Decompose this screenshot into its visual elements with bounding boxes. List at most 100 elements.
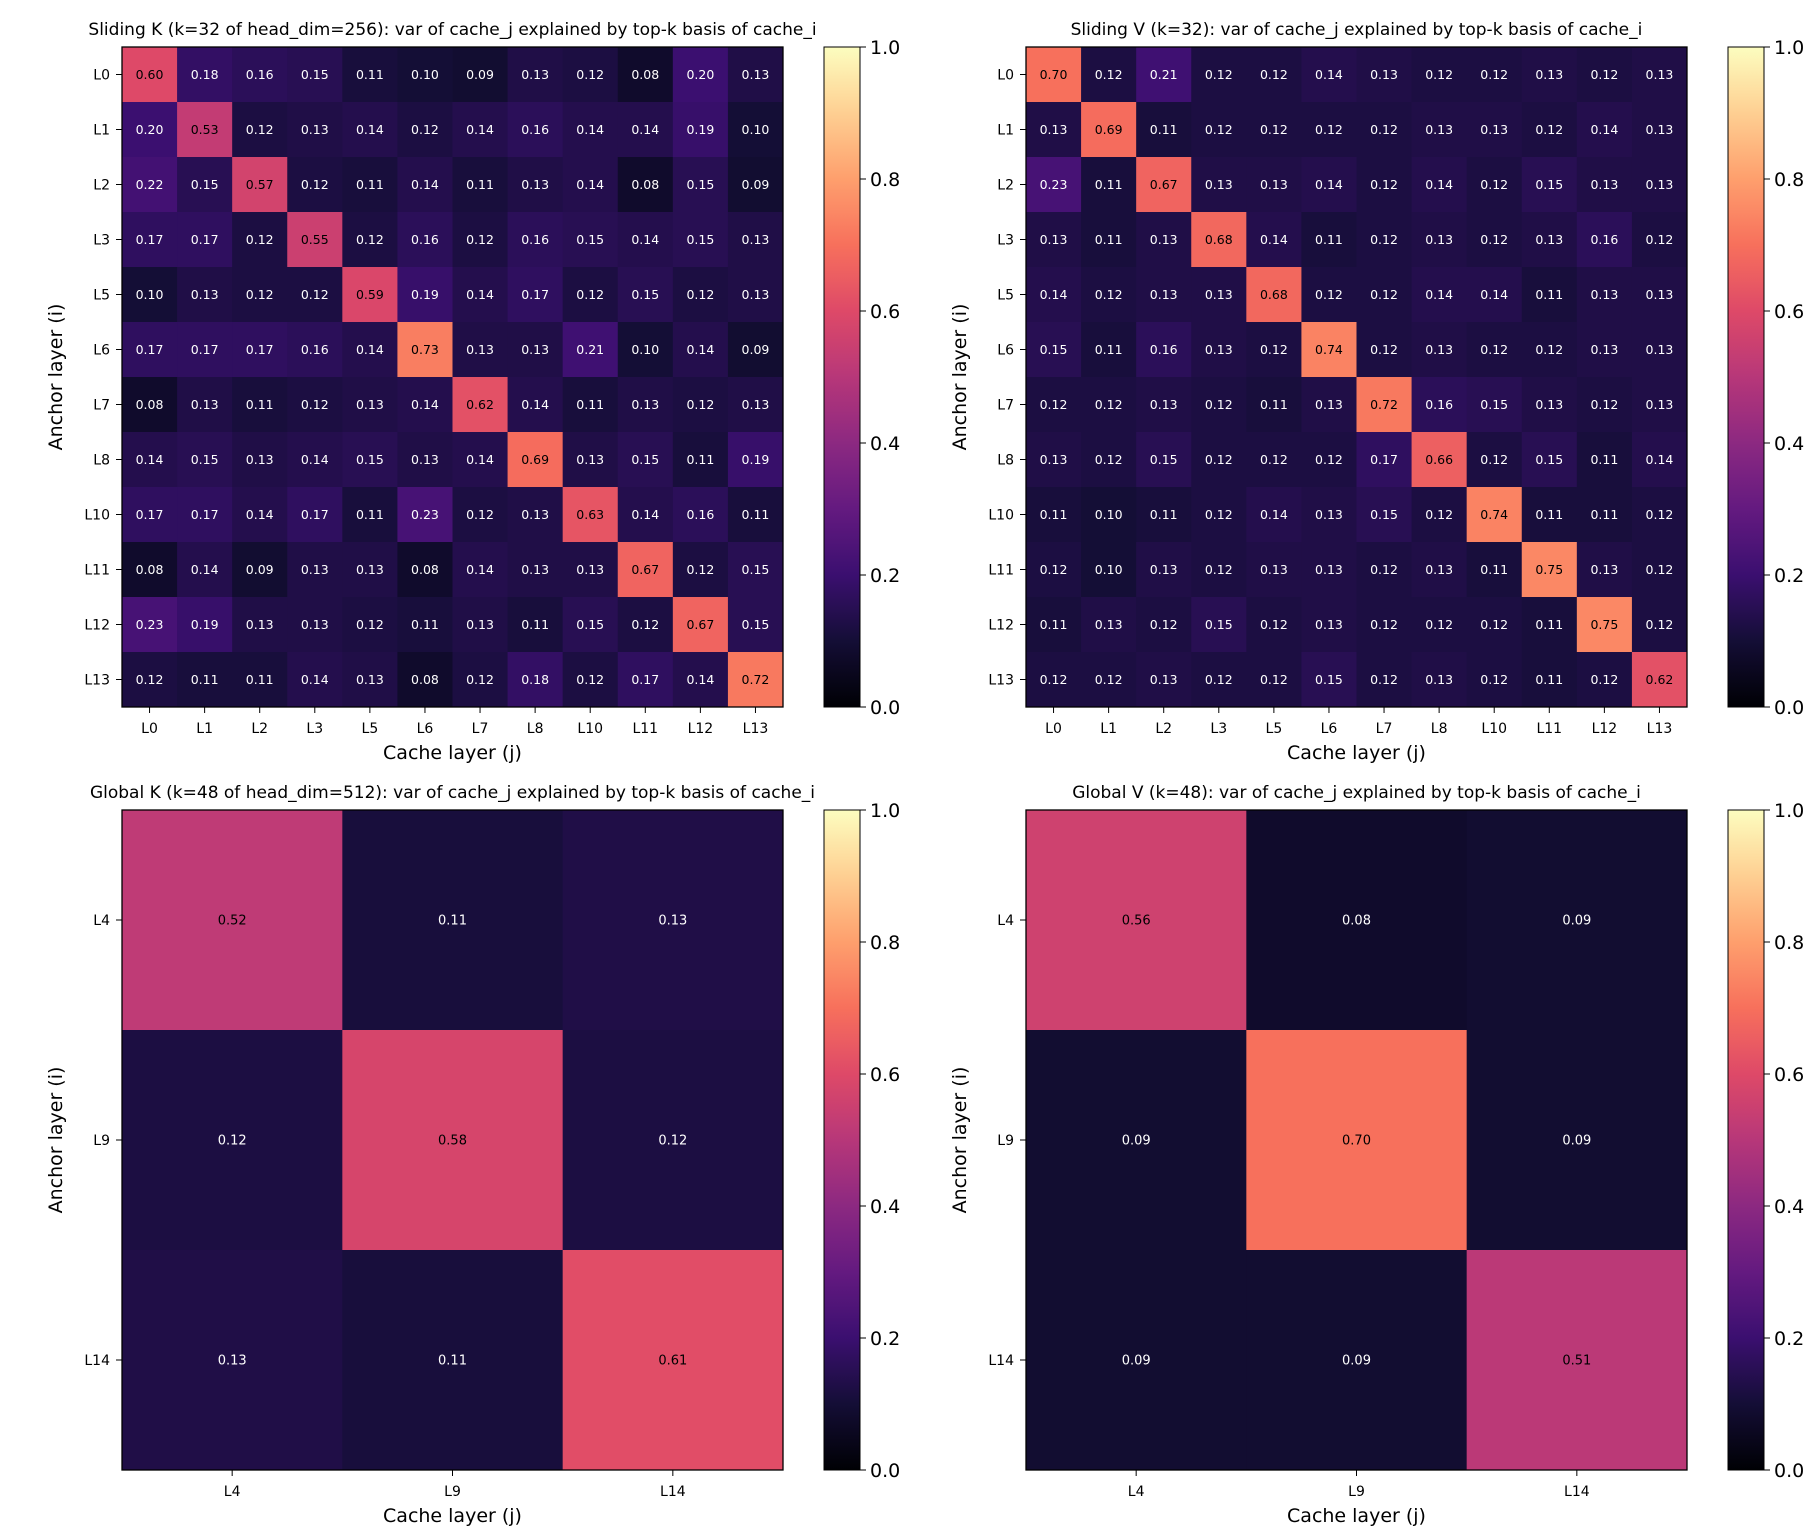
heatmap-cell [452,652,509,708]
cell-value-label: 0.12 [576,287,604,302]
heatmap-cell [122,267,178,323]
cell-value-label: 0.13 [1646,397,1674,412]
colorbar-tick-label: 0.8 [870,169,900,191]
heatmap-cell [562,102,619,158]
cell-value-label: 0.13 [1315,617,1343,632]
cell-value-label: 0.73 [411,342,439,357]
heatmap-cell [122,652,178,708]
cell-value-label: 0.11 [466,177,494,192]
cell-value-label: 0.15 [301,67,329,82]
heatmap-cell [727,267,784,323]
cell-value-label: 0.14 [576,122,604,137]
heatmap-cell [1356,322,1413,378]
cell-value-label: 0.12 [1205,507,1233,522]
cell-value-label: 0.08 [1342,914,1371,929]
heatmap-cell [287,597,343,653]
cell-value-label: 0.14 [1315,67,1343,82]
cell-value-label: 0.16 [246,67,274,82]
cell-value-label: 0.13 [521,342,549,357]
cell-value-label: 0.13 [411,452,439,467]
cell-value-label: 0.72 [742,672,770,687]
heatmap-cell [1631,542,1688,598]
heatmap-cell [1521,487,1578,543]
heatmap-cell [397,652,453,708]
heatmap-cell [1026,597,1082,653]
cell-value-label: 0.12 [356,232,384,247]
colorbar-tick-label: 0.0 [870,697,900,719]
colorbar-tick-label: 0.8 [870,932,900,954]
heatmap-cell [727,542,784,598]
colorbar-tick-label: 0.6 [870,301,900,323]
y-tick-label: L8 [997,453,1014,469]
cell-value-label: 0.12 [246,122,274,137]
cell-value-label: 0.12 [1646,562,1674,577]
cell-value-label: 0.13 [1040,232,1068,247]
heatmap-cell [1191,267,1247,323]
cell-value-label: 0.17 [301,507,329,522]
cell-value-label: 0.20 [136,122,164,137]
heatmap-cell [562,1250,784,1471]
cell-value-label: 0.08 [136,562,164,577]
cell-value-label: 0.14 [686,672,714,687]
cell-value-label: 0.75 [1590,617,1618,632]
heatmap-cell [342,432,398,488]
heatmap-cell [122,1030,343,1251]
cell-value-label: 0.14 [411,397,439,412]
cell-value-label: 0.12 [356,617,384,632]
colorbar-tick-label: 0.8 [1774,169,1804,191]
heatmap-cell [1136,487,1192,543]
heatmap-cell [1301,652,1357,708]
heatmap-cell [1576,487,1633,543]
cell-value-label: 0.13 [1425,562,1453,577]
cell-value-label: 0.10 [411,67,439,82]
cell-value-label: 0.23 [136,617,164,632]
heatmap-cell [397,377,453,433]
heatmap-cell [1466,377,1523,433]
heatmap-cell [1356,597,1413,653]
cell-value-label: 0.12 [1646,232,1674,247]
chart-title: Sliding K (k=32 of head_dim=256): var of… [88,20,816,40]
y-tick-label: L7 [997,398,1014,414]
y-tick-label: L14 [988,1353,1014,1369]
cell-value-label: 0.13 [576,452,604,467]
x-axis-label: Cache layer (j) [1287,1505,1426,1527]
heatmap-cell [617,322,674,378]
heatmap-cell [672,432,729,488]
heatmap-cell [1521,542,1578,598]
heatmap-cell [507,47,564,103]
heatmap-cell [177,432,233,488]
cell-value-label: 0.12 [1095,287,1123,302]
heatmap-cell [1631,652,1688,708]
heatmap-cell [342,157,398,213]
x-tick-label: L10 [1481,721,1507,737]
cell-value-label: 0.12 [1480,177,1508,192]
heatmap-cell [1411,432,1468,488]
cell-value-label: 0.15 [356,452,384,467]
heatmap-cell [177,102,233,158]
cell-value-label: 0.12 [1315,287,1343,302]
heatmap-cell [1356,157,1413,213]
heatmap-cell [1466,267,1523,323]
heatmap-cell [1301,322,1357,378]
heatmap-cell [1191,487,1247,543]
cell-value-label: 0.17 [136,232,164,247]
colorbar [1727,46,1765,708]
heatmap-cell [1246,810,1468,1031]
heatmap-cell [1411,267,1468,323]
cell-value-label: 0.17 [191,342,219,357]
cell-value-label: 0.12 [411,122,439,137]
y-tick-label: L13 [84,673,110,689]
cell-value-label: 0.09 [1342,1354,1371,1369]
x-tick-label: L1 [1100,721,1117,737]
cell-value-label: 0.12 [1370,287,1398,302]
cell-value-label: 0.12 [631,617,659,632]
cell-value-label: 0.11 [356,507,384,522]
cell-value-label: 0.17 [191,232,219,247]
x-tick-label: L14 [660,1484,686,1500]
cell-value-label: 0.13 [1315,507,1343,522]
heatmap-cell [1301,267,1357,323]
cell-value-label: 0.62 [1646,672,1674,687]
cell-value-label: 0.09 [1122,1134,1151,1149]
cell-value-label: 0.15 [686,177,714,192]
heatmap-cell [1026,1030,1247,1251]
